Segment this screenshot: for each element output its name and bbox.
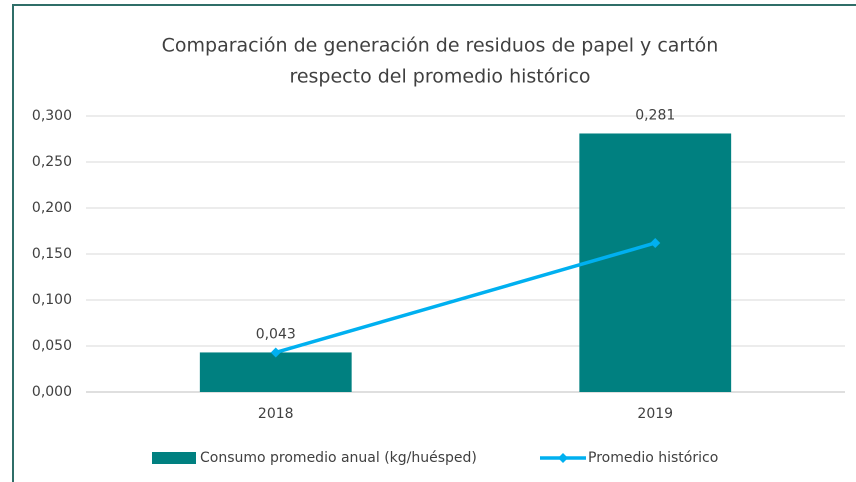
x-tick-label: 2018 [258, 406, 294, 422]
y-tick-label: 0,150 [32, 246, 72, 262]
legend-swatch [558, 453, 568, 463]
y-tick-label: 0,300 [32, 108, 72, 124]
bar [199, 352, 352, 392]
y-tick-label: 0,000 [32, 384, 72, 400]
legend-swatch [152, 452, 196, 464]
bar [579, 133, 732, 393]
y-tick-label: 0,200 [32, 200, 72, 216]
y-tick-label: 0,250 [32, 154, 72, 170]
x-tick-label: 2019 [637, 406, 673, 422]
data-label: 0,043 [256, 326, 296, 342]
chart-frame [12, 4, 856, 482]
legend-label: Consumo promedio anual (kg/huésped) [200, 450, 477, 466]
chart-title: Comparación de generación de residuos de… [162, 35, 719, 57]
y-tick-label: 0,050 [32, 338, 72, 354]
chart-title: respecto del promedio histórico [289, 66, 590, 88]
legend-label: Promedio histórico [588, 450, 718, 466]
data-label: 0,281 [635, 107, 675, 123]
line-marker [270, 347, 281, 358]
line [275, 241, 656, 355]
y-tick-label: 0,100 [32, 292, 72, 308]
line-marker [650, 237, 661, 248]
